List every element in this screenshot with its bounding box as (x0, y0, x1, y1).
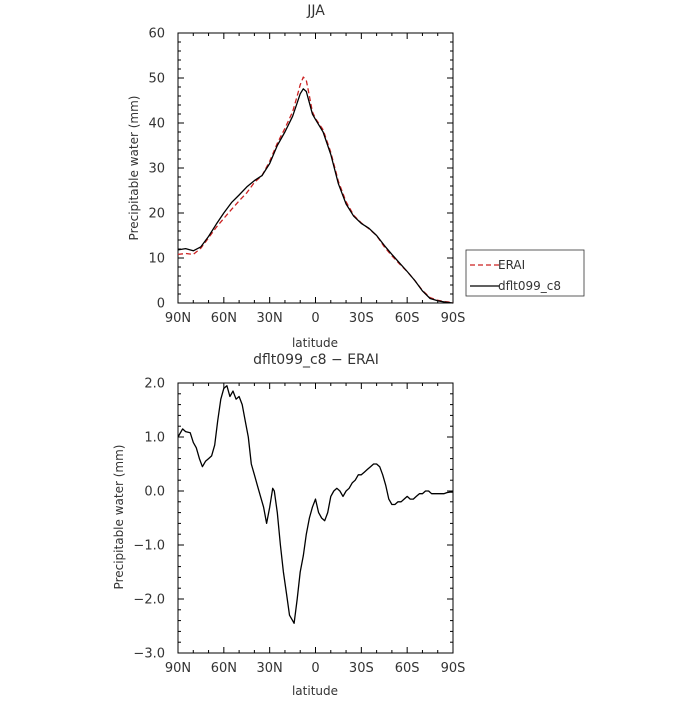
bottom-x-tick-label: 30N (257, 661, 283, 676)
bottom-panel: dflt099_c8 − ERAI 90N 60N 30N 0 30S 60S 90S −3.… (112, 352, 465, 698)
bottom-panel-title: dflt099_c8 − ERAI (253, 352, 379, 368)
bottom-x-tick-label: 90N (165, 661, 191, 676)
bottom-panel-axes: 90N 60N 30N 0 30S 60S 90S −3.0 −2.0 −1.0 0.0 1.0 2.0 (133, 377, 465, 677)
bottom-series-line-dflt099-c8-erai (177, 385, 453, 624)
top-x-tick-label: 90N (165, 311, 191, 326)
bottom-y-tick-label: 0.0 (144, 485, 165, 500)
bottom-y-tick-label: −1.0 (133, 539, 165, 554)
top-series-line-dflt099-c8 (177, 88, 454, 304)
legend-label-erai: ERAI (498, 258, 525, 272)
top-panel: JJA 90N 60N 30N 0 30S 60S 90S 0 10 20 30 40 50 60 lat… (127, 3, 465, 350)
top-panel-frame (177, 32, 454, 304)
top-x-tick-label: 30N (257, 311, 283, 326)
top-y-tick-label: 30 (148, 162, 165, 177)
bottom-x-tick-label: 90S (441, 661, 466, 676)
top-x-tick-label: 60S (395, 311, 420, 326)
top-y-tick-label: 60 (148, 27, 165, 42)
top-panel-x-axis-label: latitude (292, 336, 338, 350)
top-y-tick-label: 50 (148, 72, 165, 87)
top-x-tick-label: 30S (349, 311, 374, 326)
bottom-x-tick-label: 0 (311, 661, 319, 676)
bottom-y-tick-label: 2.0 (144, 377, 165, 392)
bottom-x-tick-label: 30S (349, 661, 374, 676)
bottom-panel-frame (177, 382, 454, 654)
bottom-x-tick-label: 60N (211, 661, 237, 676)
top-y-tick-label: 20 (148, 207, 165, 222)
bottom-panel-x-axis-label: latitude (292, 684, 338, 698)
bottom-panel-y-axis-label: Precipitable water (mm) (112, 445, 126, 590)
top-y-tick-label: 0 (157, 297, 165, 312)
bottom-y-tick-label: −2.0 (133, 593, 165, 608)
top-panel-axes: 90N 60N 30N 0 30S 60S 90S 0 10 20 30 40 50 60 (148, 27, 465, 327)
top-panel-title: JJA (306, 3, 325, 19)
top-y-tick-label: 40 (148, 117, 165, 132)
legend-label-dflt099-c8: dflt099_c8 (498, 279, 561, 293)
bottom-panel-series (177, 385, 453, 624)
top-series-line-erai (177, 76, 454, 304)
bottom-y-tick-label: −3.0 (133, 647, 165, 662)
top-panel-y-axis-label: Precipitable water (mm) (127, 96, 141, 241)
bottom-y-tick-label: 1.0 (144, 431, 165, 446)
legend-box (465, 249, 585, 297)
bottom-x-tick-label: 60S (395, 661, 420, 676)
legend: ERAI dflt099_c8 (465, 249, 585, 297)
top-panel-series (177, 76, 454, 304)
top-y-tick-label: 10 (148, 252, 165, 267)
top-x-tick-label: 60N (211, 311, 237, 326)
top-x-tick-label: 0 (311, 311, 319, 326)
top-x-tick-label: 90S (441, 311, 466, 326)
